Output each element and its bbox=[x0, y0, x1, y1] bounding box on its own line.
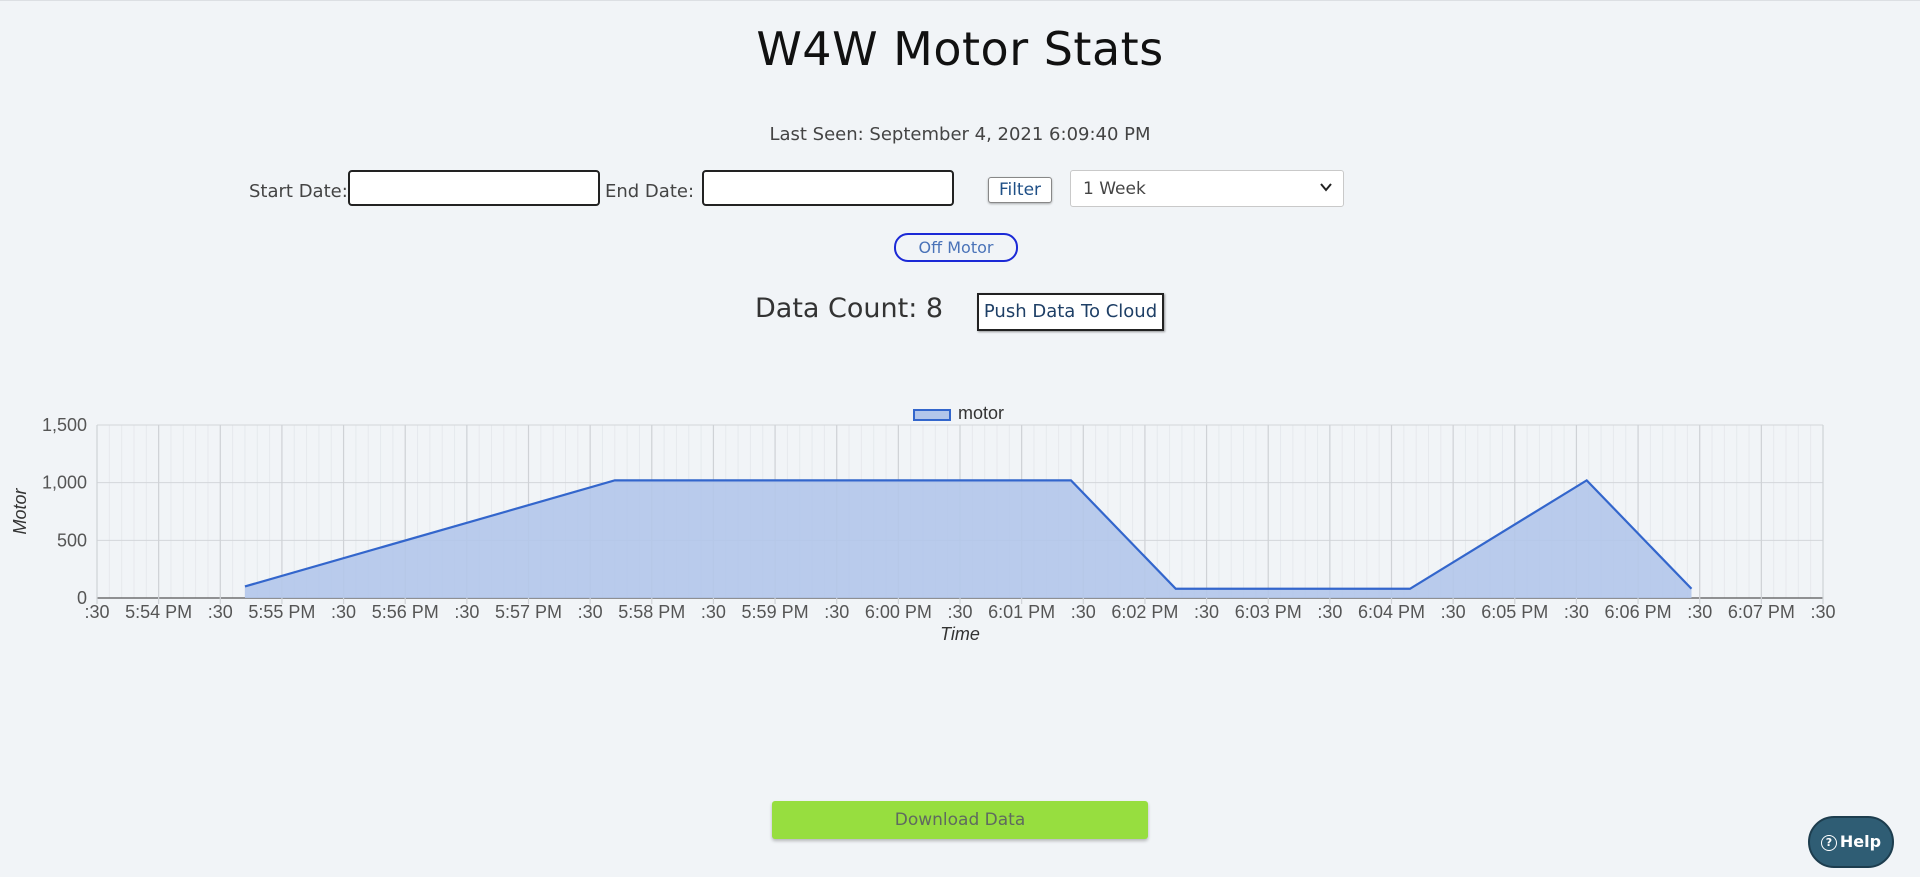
chevron-down-icon bbox=[1320, 183, 1332, 192]
x-tick-label: 6:07 PM bbox=[1728, 602, 1795, 622]
x-tick-label: 6:00 PM bbox=[865, 602, 932, 622]
x-tick-label: 5:58 PM bbox=[618, 602, 685, 622]
range-select[interactable]: 1 Week bbox=[1070, 170, 1344, 207]
series-area-motor bbox=[244, 480, 1692, 598]
off-motor-button[interactable]: Off Motor bbox=[894, 233, 1018, 262]
y-tick-label: 1,500 bbox=[42, 415, 87, 435]
x-tick-label: :30 bbox=[208, 602, 233, 622]
help-button[interactable]: ? Help bbox=[1808, 816, 1894, 868]
x-axis-label: Time bbox=[940, 624, 980, 644]
start-date-label: Start Date: bbox=[249, 181, 348, 202]
x-tick-label: :30 bbox=[84, 602, 109, 622]
x-tick-label: 6:02 PM bbox=[1111, 602, 1178, 622]
x-tick-label: :30 bbox=[454, 602, 479, 622]
x-tick-label: 5:57 PM bbox=[495, 602, 562, 622]
x-tick-label: :30 bbox=[1071, 602, 1096, 622]
y-tick-label: 1,000 bbox=[42, 473, 87, 493]
x-tick-label: 6:04 PM bbox=[1358, 602, 1425, 622]
push-data-button[interactable]: Push Data To Cloud bbox=[977, 293, 1164, 331]
x-tick-label: 6:03 PM bbox=[1235, 602, 1302, 622]
page-title: W4W Motor Stats bbox=[756, 22, 1164, 76]
y-axis-label: Motor bbox=[10, 487, 30, 534]
x-tick-label: :30 bbox=[947, 602, 972, 622]
range-select-value: 1 Week bbox=[1083, 179, 1146, 199]
legend-label-motor: motor bbox=[958, 403, 1004, 423]
x-tick-label: 5:55 PM bbox=[248, 602, 315, 622]
help-label: Help bbox=[1839, 832, 1882, 851]
x-tick-label: :30 bbox=[578, 602, 603, 622]
last-seen-text: Last Seen: September 4, 2021 6:09:40 PM bbox=[769, 124, 1151, 145]
filter-row: Start Date: End Date: Filter 1 Week bbox=[0, 170, 1920, 212]
filter-button[interactable]: Filter bbox=[988, 177, 1052, 203]
question-circle-icon: ? bbox=[1820, 835, 1837, 851]
download-data-button[interactable]: Download Data bbox=[772, 801, 1148, 839]
x-tick-label: 5:54 PM bbox=[125, 602, 192, 622]
end-date-input[interactable] bbox=[702, 170, 954, 206]
x-tick-label: 6:01 PM bbox=[988, 602, 1055, 622]
x-tick-label: :30 bbox=[1317, 602, 1342, 622]
x-tick-label: :30 bbox=[1441, 602, 1466, 622]
y-tick-label: 500 bbox=[57, 530, 87, 550]
top-border bbox=[0, 0, 1920, 1]
legend-swatch-motor bbox=[913, 409, 951, 421]
series-line-motor bbox=[244, 478, 1693, 590]
motor-chart: :30 5:54 PM :30 5:55 PM :30 5:56 PM :30 5:57 PM… bbox=[10, 403, 1836, 644]
x-tick-label: 5:56 PM bbox=[372, 602, 439, 622]
data-count: Data Count: 8 bbox=[755, 293, 944, 324]
end-date-label: End Date: bbox=[605, 181, 695, 202]
x-tick-label: :30 bbox=[331, 602, 356, 622]
x-tick-label: :30 bbox=[824, 602, 849, 622]
x-tick-label: :30 bbox=[1194, 602, 1219, 622]
start-date-input[interactable] bbox=[348, 170, 600, 206]
x-tick-label: :30 bbox=[1564, 602, 1589, 622]
x-tick-label: :30 bbox=[1810, 602, 1835, 622]
x-tick-label: :30 bbox=[1687, 602, 1712, 622]
y-tick-label: 0 bbox=[77, 588, 87, 608]
x-tick-label: 6:05 PM bbox=[1481, 602, 1548, 622]
x-tick-label: 6:06 PM bbox=[1605, 602, 1672, 622]
x-tick-label: 5:59 PM bbox=[742, 602, 809, 622]
x-tick-label: :30 bbox=[701, 602, 726, 622]
